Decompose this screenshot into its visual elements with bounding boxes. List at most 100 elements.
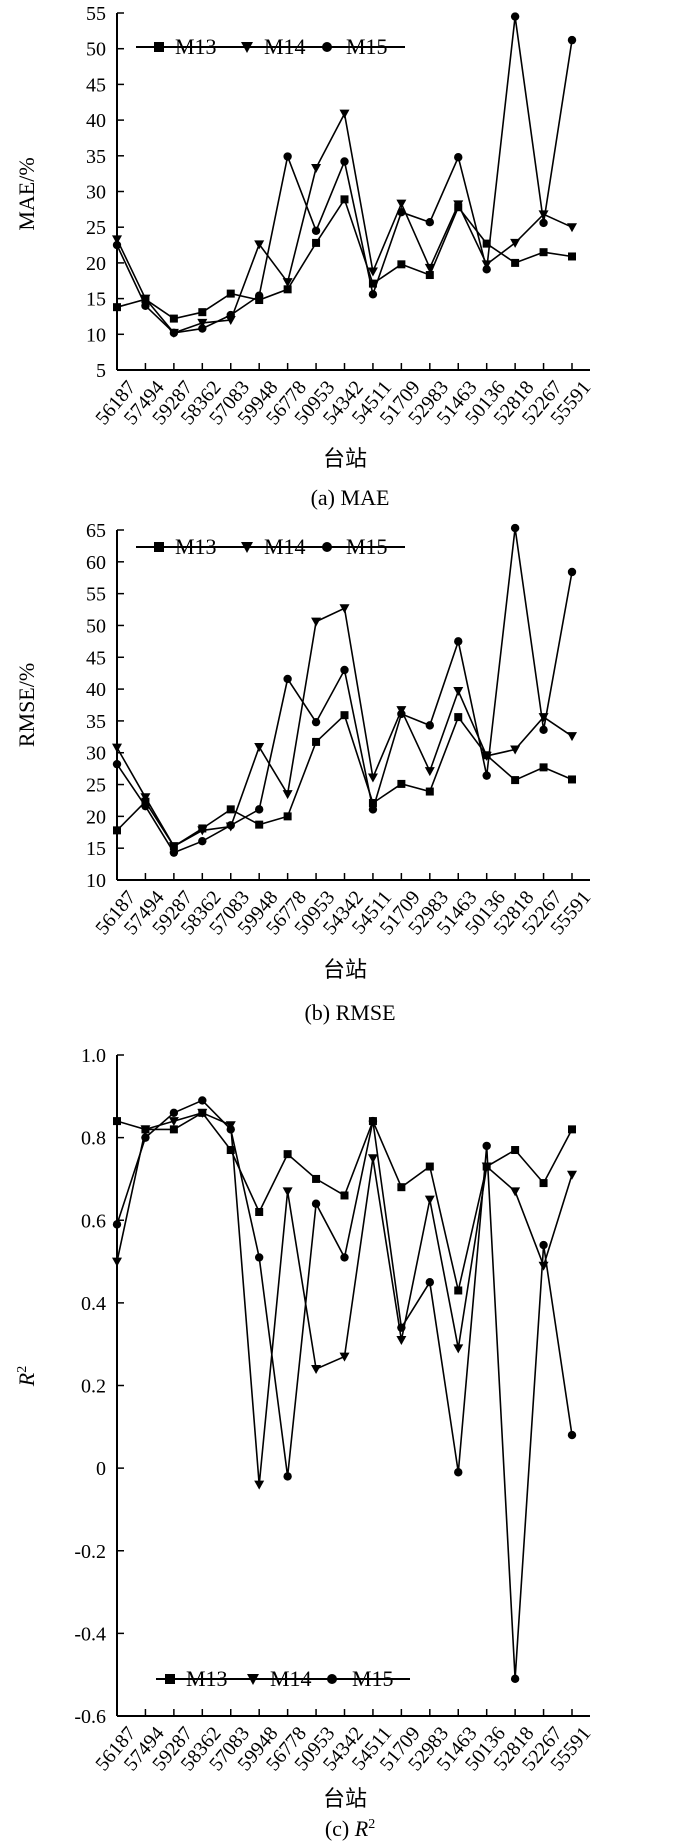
series-line-m14 (116, 1111, 573, 1485)
legend: M13 M14 M15 (136, 534, 405, 559)
data-point-m14 (197, 318, 208, 328)
y-tick-label: 25 (86, 217, 106, 239)
legend-label-m14: M14 (264, 534, 306, 559)
data-point-m15 (141, 301, 150, 310)
data-point-m15 (169, 848, 179, 857)
data-point-m13 (169, 314, 178, 323)
y-axis-title: RMSE/% (14, 663, 39, 747)
y-tick-label: 45 (86, 74, 106, 96)
data-point-m13 (425, 271, 434, 280)
data-point-m14 (112, 743, 122, 753)
y-tick-label: 20 (86, 806, 106, 828)
data-point-m14 (112, 235, 122, 245)
x-tick-labels: 5618757494592875836257083599485677850953… (91, 363, 595, 429)
data-point-m13 (368, 279, 377, 288)
y-tick-label: 0.4 (81, 1293, 106, 1315)
data-point-m13 (539, 1179, 548, 1188)
y-tick-label: -0.4 (74, 1623, 106, 1645)
data-point-m14 (339, 604, 350, 614)
data-point-m15 (567, 567, 577, 577)
data-point-m13 (226, 805, 235, 814)
data-point-m15 (254, 1253, 264, 1262)
data-point-m14 (367, 1154, 378, 1164)
data-point-m14 (510, 238, 521, 248)
legend-marker-m15 (327, 1674, 337, 1684)
data-point-m13 (312, 238, 321, 247)
data-point-m13 (568, 775, 576, 784)
data-point-m13 (283, 285, 292, 294)
y-axis-title-symbol: R (14, 1372, 39, 1387)
data-point-m15 (397, 208, 406, 217)
data-point-m15 (368, 290, 378, 299)
series-layer (112, 1096, 577, 1684)
x-axis-title: 台站 (323, 447, 367, 472)
data-point-m13 (511, 1146, 520, 1155)
data-point-m15 (567, 1430, 577, 1440)
data-point-m14 (481, 1162, 492, 1172)
y-tick-label: 35 (86, 146, 106, 168)
data-point-m14 (140, 1125, 151, 1135)
data-point-m13 (340, 711, 349, 720)
legend-label-m13: M13 (186, 1666, 228, 1691)
y-tick-label: 10 (86, 870, 106, 892)
data-point-m14 (339, 1352, 350, 1362)
chart-mae: 5 10 15 20 25 30 35 40 45 50 55 561875749459287583… (14, 3, 595, 510)
data-point-m15 (283, 674, 292, 684)
series-line-m13 (116, 1111, 573, 1291)
data-point-m13 (511, 776, 520, 785)
chart-rmse: 10 15 20 25 30 35 40 45 50 55 60 65 561875749459287… (14, 520, 595, 1025)
data-point-m15 (425, 218, 435, 227)
legend-label-m15: M15 (346, 534, 388, 559)
y-tick-label: 40 (86, 110, 106, 132)
data-point-m13 (169, 1125, 178, 1134)
data-point-m15 (254, 805, 264, 814)
y-tick-label: 20 (86, 253, 106, 275)
data-point-m15 (482, 265, 491, 274)
data-point-m14 (311, 617, 322, 627)
legend-label-m14: M14 (270, 1666, 312, 1691)
series-line-m15 (116, 16, 573, 334)
y-tick-labels: 5 10 15 20 25 30 35 40 45 50 55 (86, 3, 124, 382)
data-point-m14 (510, 1187, 521, 1197)
y-tick-label: 50 (86, 39, 106, 61)
data-point-m14 (197, 1108, 208, 1118)
data-point-m13 (283, 1150, 292, 1159)
y-tick-label: -0.6 (74, 1706, 106, 1728)
series-layer (112, 523, 577, 857)
data-point-m13 (454, 1286, 463, 1295)
data-point-m14 (453, 200, 464, 210)
data-point-m13 (255, 1207, 264, 1216)
data-point-m14 (424, 1195, 435, 1205)
data-point-m13 (255, 296, 264, 305)
data-point-m14 (424, 263, 435, 273)
data-point-m15 (368, 1116, 378, 1126)
x-axis-title: 台站 (323, 958, 367, 983)
data-point-m13 (113, 1117, 121, 1126)
data-point-m15 (425, 721, 435, 730)
y-axis-title-sup: 2 (15, 1366, 30, 1373)
legend-marker-m15 (322, 42, 332, 52)
data-point-m13 (312, 737, 321, 746)
data-point-m13 (568, 1125, 576, 1134)
data-point-m15 (397, 1323, 406, 1332)
data-point-m13 (425, 1162, 434, 1171)
chart-caption: (a) MAE (311, 485, 390, 510)
y-tick-label: 15 (86, 838, 106, 860)
y-tick-label: -0.2 (74, 1541, 106, 1563)
y-tick-labels: 10 15 20 25 30 35 40 45 50 55 60 65 (86, 520, 124, 892)
data-point-m14 (112, 1257, 122, 1267)
y-tick-label: 15 (86, 289, 106, 311)
data-point-m14 (538, 210, 549, 220)
data-point-m15 (340, 665, 349, 675)
data-point-m15 (454, 637, 463, 646)
data-point-m15 (311, 717, 321, 727)
y-tick-label: 10 (86, 324, 106, 346)
data-point-m14 (453, 687, 464, 696)
data-point-m13 (482, 239, 491, 248)
data-point-m15 (226, 1125, 235, 1134)
data-point-m13 (425, 787, 434, 796)
legend-marker-m13 (154, 42, 164, 52)
data-point-m13 (226, 1146, 235, 1155)
data-point-m15 (425, 1278, 435, 1287)
